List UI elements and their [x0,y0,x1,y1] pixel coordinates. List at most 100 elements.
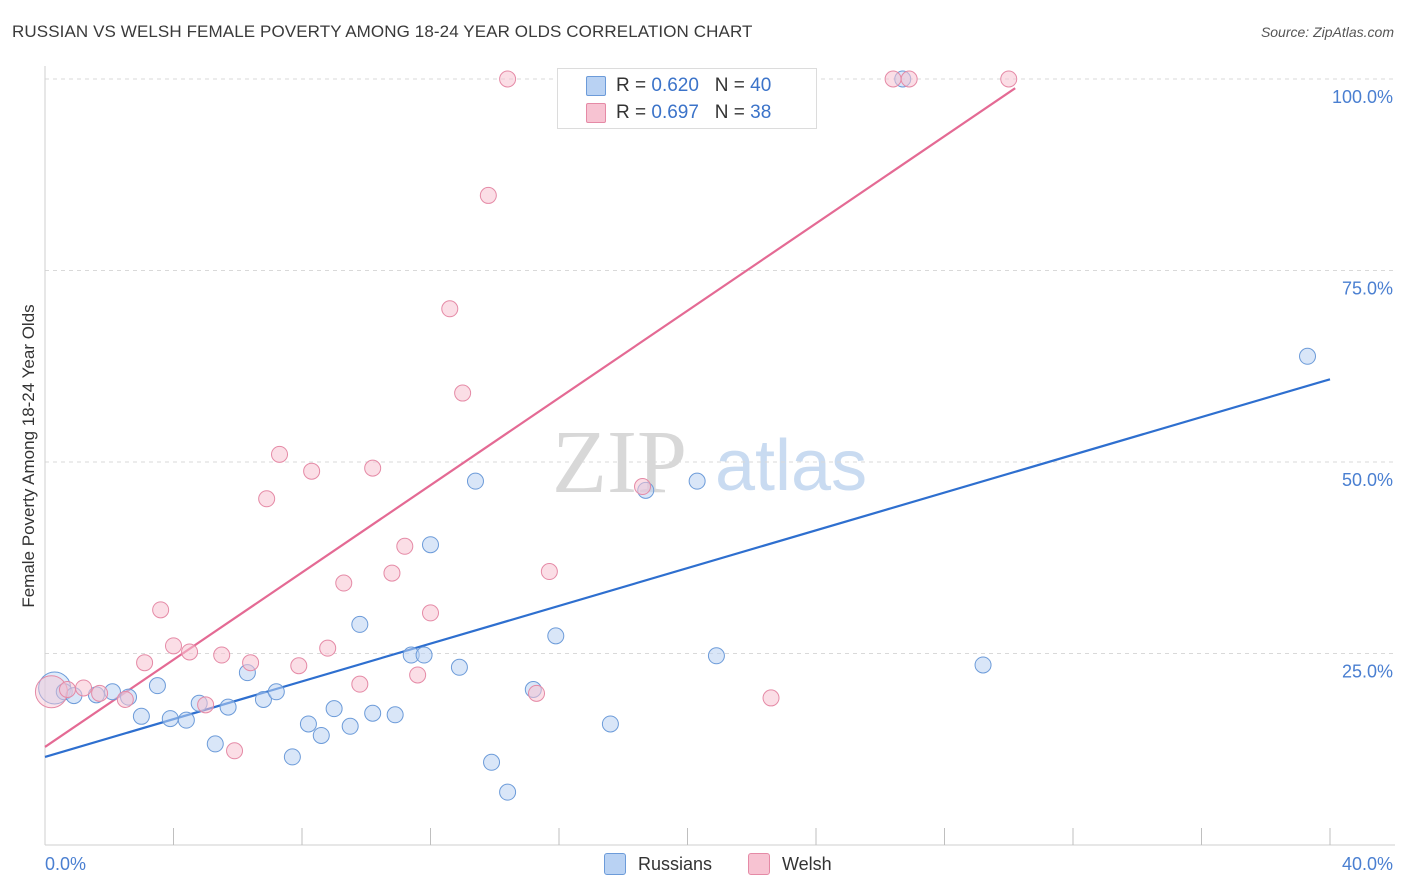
y-tick-label: 75.0% [1342,279,1393,299]
russians-point [254,690,272,708]
russians-point [386,706,404,724]
russians-point [688,472,706,490]
welsh-point [479,186,497,204]
welsh-point [540,563,558,581]
russians-point [415,646,433,664]
russians-point [148,677,166,695]
x-tick-label: 40.0% [1342,854,1393,874]
russians-point [974,656,992,674]
welsh-point [290,657,308,675]
russians-trend-line [44,378,1331,758]
welsh-point [58,681,76,699]
welsh-point [1000,70,1018,88]
russians-point [351,615,369,633]
welsh-point [364,459,382,477]
russians-point [161,710,179,728]
correlation-legend: R = 0.620 N = 40 R = 0.697 N = 38 [557,68,817,129]
russians-point [312,726,330,744]
welsh-point [242,654,260,672]
legend-n-value: 40 [750,75,772,96]
welsh-point [116,690,134,708]
watermark-zip: ZIP [552,413,687,512]
legend-n-value: 38 [750,102,772,123]
y-axis-label: Female Poverty Among 18-24 Year Olds [19,304,38,607]
welsh-point [441,300,459,318]
welsh-point [303,462,321,480]
welsh-point [197,696,215,714]
russians-point [499,783,517,801]
welsh-point [91,684,109,702]
russians-point [483,753,501,771]
welsh-point [499,70,517,88]
y-tick-label: 50.0% [1342,470,1393,490]
legend-r-label: R = [616,75,647,96]
russians-point [177,711,195,729]
russians-point [601,715,619,733]
trend-lines [44,87,1331,758]
welsh-point [351,675,369,693]
legend-r-label: R = [616,102,647,123]
russians-point [707,647,725,665]
russians-point [1299,347,1317,365]
grid-lines [45,78,1395,654]
y-tick-label: 100.0% [1332,87,1393,107]
welsh-point [75,679,93,697]
welsh-swatch [586,103,606,123]
welsh-point [900,70,918,88]
welsh-point [152,601,170,619]
bottom-legend-welsh: Welsh [748,853,832,875]
welsh-point [319,639,337,657]
welsh-point [396,537,414,555]
russians-swatch [586,76,606,96]
legend-n-label: N = [714,75,745,96]
welsh-point [165,637,182,655]
russians-legend-label: Russians [638,853,713,874]
welsh-point [634,478,652,496]
welsh-point [181,643,199,661]
legend-n-label: N = [714,102,745,123]
legend-text-welsh: R = 0.697 N = 38 [616,102,771,124]
welsh-point [383,564,401,582]
russians-point [325,700,343,718]
welsh-point [884,70,902,88]
russians-point [341,717,359,735]
welsh-point [762,689,780,707]
y-tick-label: 25.0% [1342,662,1393,682]
watermark-atlas: atlas [715,426,867,506]
russians-point [466,472,484,490]
russians-point [219,698,237,716]
welsh-point [422,604,439,622]
bottom-legend-russians: Russians [604,853,712,875]
tick-labels: 25.0% 50.0% 75.0% 100.0% 0.0% 40.0% [45,87,1393,874]
welsh-point [136,654,154,672]
welsh-point [226,742,244,760]
russians-point [206,735,224,753]
russians-point [364,704,382,722]
russians-point [267,683,285,701]
legend-text-russians: R = 0.620 N = 40 [616,75,771,97]
legend-r-value: 0.697 [651,102,699,123]
legend-r-value: 0.620 [651,75,699,96]
russians-point [422,536,439,554]
welsh-point [258,490,276,508]
welsh-point [335,574,353,592]
welsh-point [409,666,427,684]
welsh-point [213,646,231,664]
welsh-point [454,384,472,402]
welsh-legend-label: Welsh [782,853,832,874]
x-tick-label: 0.0% [45,854,86,874]
russians-point [299,715,317,733]
chart-title: RUSSIAN VS WELSH FEMALE POVERTY AMONG 18… [12,22,753,41]
welsh-point [528,684,546,702]
russians-point [547,627,565,645]
welsh-trend-line [44,87,1016,748]
russians-legend-swatch [604,853,626,875]
russians-point [132,707,150,725]
russians-point [283,748,301,766]
welsh-legend-swatch [748,853,770,875]
welsh-point [271,445,289,463]
source-credit: Source: ZipAtlas.com [1260,24,1394,40]
russians-point [450,658,468,676]
axes [44,66,1395,846]
